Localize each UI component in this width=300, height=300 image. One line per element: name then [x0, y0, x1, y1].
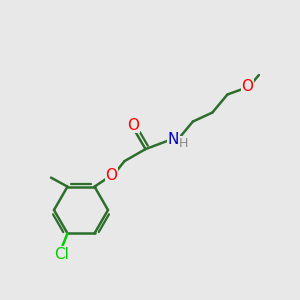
- Text: O: O: [106, 168, 118, 183]
- Text: Cl: Cl: [54, 247, 69, 262]
- Text: O: O: [128, 118, 140, 133]
- Text: H: H: [178, 136, 188, 150]
- Text: O: O: [242, 79, 254, 94]
- Text: N: N: [167, 132, 179, 147]
